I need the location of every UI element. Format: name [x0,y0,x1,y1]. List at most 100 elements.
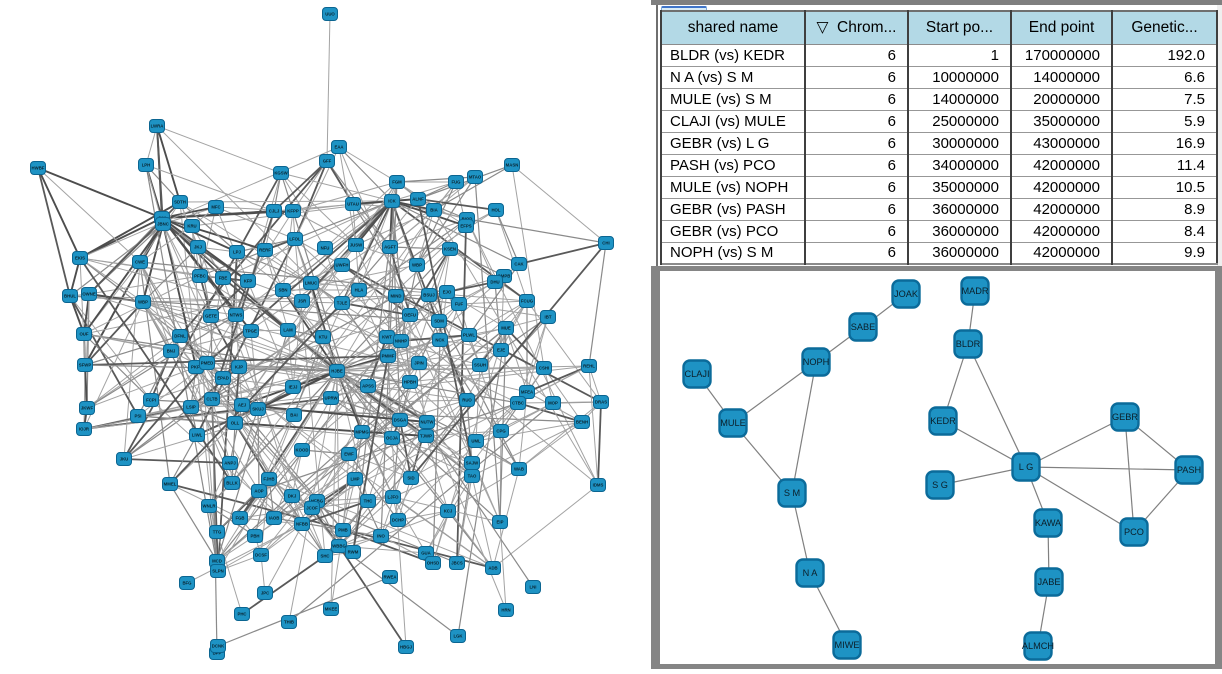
svg-text:TTG: TTG [213,530,222,535]
svg-text:S M: S M [784,488,800,498]
svg-text:FBE: FBE [219,276,228,281]
svg-text:CTBC: CTBC [512,401,524,406]
svg-text:SLPN: SLPN [212,569,223,574]
svg-text:PSI: PSI [135,414,142,419]
svg-text:ALNF: ALNF [412,197,424,202]
svg-text:KJP: KJP [235,365,243,370]
svg-text:IEJJ: IEJJ [289,385,298,390]
svg-text:LMP: LMP [350,477,359,482]
svg-text:L G: L G [1019,462,1033,472]
svg-text:KCJ: KCJ [444,509,453,514]
svg-text:SHC: SHC [320,554,329,559]
svg-text:OLL: OLL [231,421,240,426]
svg-text:OUF: OUF [79,332,88,337]
svg-text:BPP: BPP [213,651,222,656]
svg-text:OCJA: OCJA [386,436,398,441]
svg-text:IBT: IBT [545,315,552,320]
svg-text:MPMG: MPMG [355,430,369,435]
svg-text:FUG: FUG [451,180,461,185]
svg-text:HWBF: HWBF [32,166,45,171]
svg-text:JPC: JPC [261,591,269,596]
svg-text:WAB: WAB [514,467,524,472]
svg-text:MMEL: MMEL [164,482,177,487]
svg-text:PHC: PHC [237,612,246,617]
svg-text:LAM: LAM [283,328,293,333]
svg-text:KOOD: KOOD [296,448,309,453]
svg-text:FJHB: FJHB [263,477,274,482]
svg-text:SBN: SBN [278,288,287,293]
svg-text:NFU: NFU [321,246,330,251]
svg-text:MKEE: MKEE [325,607,338,612]
svg-text:MIND: MIND [391,294,402,299]
svg-text:TJLE: TJLE [337,301,348,306]
svg-text:PCO: PCO [1124,527,1144,537]
svg-text:LPJ: LPJ [233,250,241,255]
svg-text:LMUC: LMUC [305,281,317,286]
svg-text:KWT: KWT [382,335,392,340]
svg-text:THIB: THIB [284,620,294,625]
svg-text:KGSW: KGSW [274,171,288,176]
svg-text:BLDR: BLDR [956,339,981,349]
svg-text:LGK: LGK [453,634,463,639]
svg-text:HBGJ: HBGJ [400,645,413,650]
svg-text:REHL: REHL [583,364,595,369]
svg-text:RERF: RERF [259,248,271,253]
svg-text:EKIS: EKIS [75,256,85,261]
svg-text:NTWS: NTWS [230,313,243,318]
svg-text:MULE: MULE [720,418,746,428]
svg-text:PASH: PASH [1177,465,1201,475]
svg-text:HOL: HOL [491,208,500,213]
svg-text:JSR: JSR [298,299,307,304]
svg-text:FGB: FGB [235,516,244,521]
svg-text:MASN: MASN [506,163,519,168]
svg-text:DSGA: DSGA [394,418,406,423]
svg-text:CMPB: CMPB [498,274,511,279]
svg-text:DCSF: DCSF [255,553,267,558]
svg-text:JABE: JABE [1038,577,1061,587]
svg-text:KSEN: KSEN [444,247,456,252]
svg-text:CJLJ: CJLJ [269,209,280,214]
svg-text:WBBG: WBBG [332,544,346,549]
svg-text:GEBR: GEBR [1112,412,1138,422]
svg-text:PFBC: PFBC [194,274,206,279]
svg-text:LFOL: LFOL [289,237,301,242]
svg-text:PBH: PBH [250,534,259,539]
svg-text:PMMF: PMMF [382,354,395,359]
svg-text:TAO: TAO [468,474,477,479]
svg-text:LSIP: LSIP [186,405,196,410]
svg-text:JPIN: JPIN [414,361,424,366]
svg-text:NUTW: NUTW [421,420,435,425]
svg-text:PLWL: PLWL [463,333,475,338]
svg-text:AGFT: AGFT [384,245,396,250]
svg-text:KAWA: KAWA [1035,518,1062,528]
svg-text:NNHP: NNHP [395,339,407,344]
svg-text:HJBE: HJBE [331,369,343,374]
svg-text:CLTB: CLTB [206,397,217,402]
svg-text:MFC: MFC [211,205,220,210]
svg-text:DKJ: DKJ [288,494,297,499]
svg-text:UWFH: UWFH [336,263,349,268]
svg-text:SKUJ: SKUJ [252,407,264,412]
svg-text:CHI: CHI [602,241,609,246]
svg-text:BFG: BFG [182,581,192,586]
svg-text:KTU: KTU [319,335,328,340]
svg-text:PKPI: PKPI [191,365,201,370]
svg-text:TJWP: TJWP [420,434,432,439]
svg-text:LWRA: LWRA [151,124,164,129]
svg-text:WBP: WBP [412,263,422,268]
svg-text:HLA: HLA [355,288,364,293]
svg-text:DRAS: DRAS [595,400,607,405]
svg-text:THC: THC [364,499,373,504]
svg-text:CSHI: CSHI [539,366,549,371]
svg-text:SABE: SABE [851,322,876,332]
svg-text:DCNK: DCNK [212,644,225,649]
svg-text:JBNC: JBNC [157,222,169,227]
svg-text:GUA: GUA [421,551,431,556]
svg-text:EJE: EJE [497,348,505,353]
svg-text:LJFO: LJFO [388,495,400,500]
svg-text:NOPH: NOPH [803,357,830,367]
svg-text:MADR: MADR [961,286,988,296]
svg-text:RWM: RWM [348,550,359,555]
svg-text:LPH: LPH [142,163,151,168]
svg-text:KFP: KFP [244,279,253,284]
